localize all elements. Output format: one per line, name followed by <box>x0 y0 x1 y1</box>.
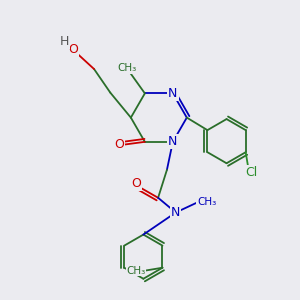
Text: Cl: Cl <box>245 166 258 179</box>
Text: CH₃: CH₃ <box>126 266 146 276</box>
Text: CH₃: CH₃ <box>118 63 137 74</box>
Text: O: O <box>68 44 78 56</box>
Text: CH₃: CH₃ <box>197 197 216 207</box>
Text: N: N <box>168 87 178 100</box>
Text: N: N <box>168 135 178 148</box>
Text: N: N <box>171 206 181 219</box>
Text: O: O <box>114 138 124 151</box>
Text: H: H <box>59 35 69 48</box>
Text: O: O <box>131 177 141 190</box>
